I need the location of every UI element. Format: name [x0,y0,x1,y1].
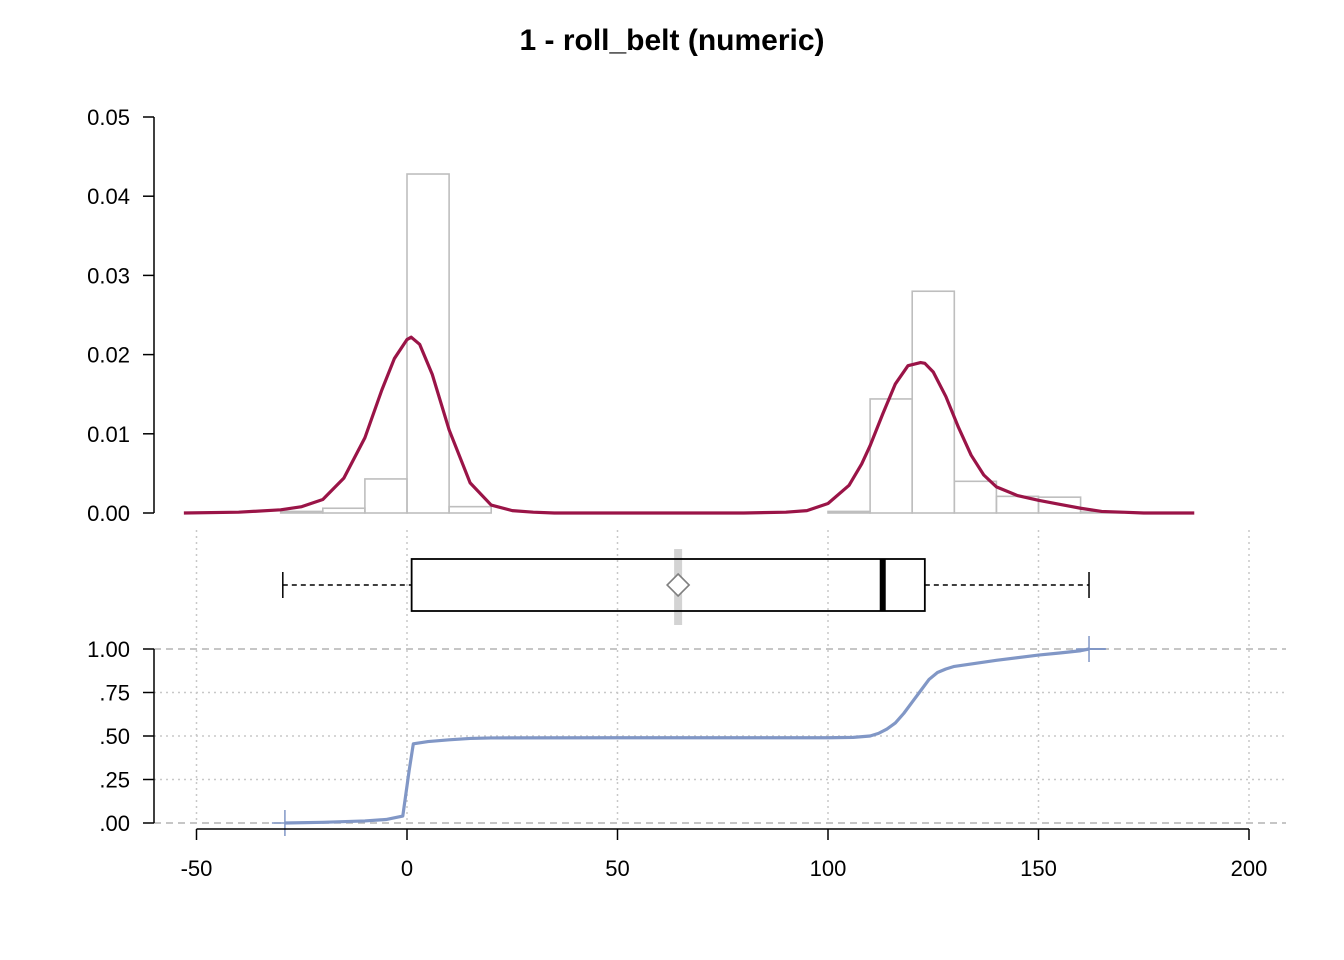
histogram-bar [827,510,871,514]
histogram-bar [321,507,366,514]
boxplot-panel [282,549,1090,625]
y-tick-label-ecdf: 1.00 [87,637,130,662]
x-tick-label: 150 [1020,856,1057,881]
chart-title: 1 - roll_belt (numeric) [519,24,824,57]
y-tick-label-density: 0.01 [87,422,130,447]
gridlines [195,530,1250,823]
histogram-bar [1037,496,1082,514]
y-tick-label-density: 0.00 [87,501,130,526]
x-tick-label: -50 [181,856,213,881]
mean-marker [665,572,691,598]
histogram-bar [869,398,913,514]
histogram-bar [364,478,408,514]
x-tick-label: 0 [401,856,413,881]
y-tick-label-density: 0.04 [87,184,130,209]
y-tick-label-ecdf: .25 [99,768,130,793]
y-tick-label-density: 0.05 [87,105,130,130]
y-tick-label-density: 0.03 [87,263,130,288]
ecdf-curve [284,647,1090,825]
histogram-bar [279,510,324,514]
histogram-bar [406,173,450,514]
x-tick-label: 50 [605,856,629,881]
y-tick-label-density: 0.02 [87,343,130,368]
histogram-bar [911,290,956,514]
histogram-bar [953,480,998,514]
histogram-bar [448,505,493,514]
ecdf-panel: .00 .25 .50 .75 1.00 -50 0 50 100 150 200 [87,636,1286,881]
x-tick-label: 200 [1231,856,1268,881]
box-iqr [410,558,926,612]
y-tick-label-ecdf: .00 [99,811,130,836]
density-curve [183,335,1195,515]
y-tick-label-ecdf: .50 [99,724,130,749]
y-tick-label-ecdf: .75 [99,681,130,706]
x-tick-label: 100 [810,856,847,881]
density-panel: 0.00 0.01 0.02 0.03 0.04 0.05 [87,105,1195,526]
